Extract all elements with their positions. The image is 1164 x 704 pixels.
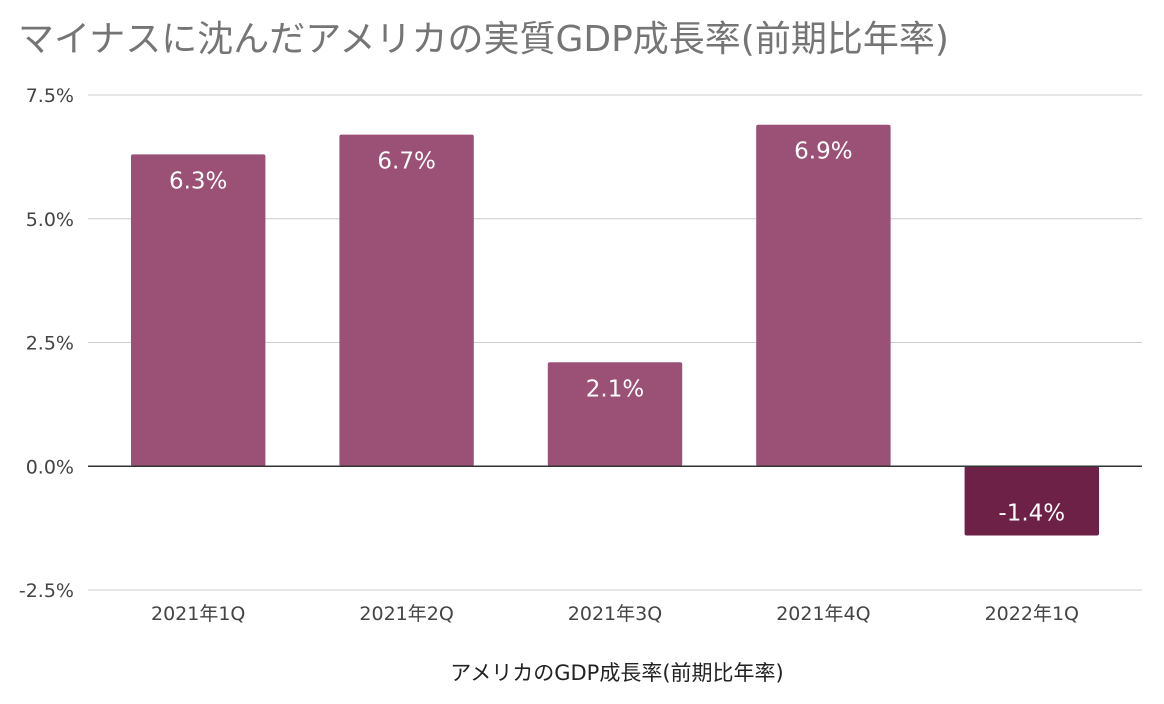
y-tick-label: 5.0% bbox=[26, 209, 74, 231]
chart-title: マイナスに沈んだアメリカの実質GDP成長率(前期比年率) bbox=[18, 19, 949, 60]
bar bbox=[756, 124, 891, 467]
y-tick-label: -2.5% bbox=[19, 580, 74, 602]
bar bbox=[339, 134, 474, 467]
x-tick-label: 2022年1Q bbox=[985, 603, 1079, 625]
data-label: 6.9% bbox=[794, 139, 852, 165]
x-tick-label: 2021年2Q bbox=[359, 603, 453, 625]
y-tick-label: 0.0% bbox=[26, 456, 74, 478]
x-axis-title: アメリカのGDP成長率(前期比年率) bbox=[450, 661, 783, 685]
bar bbox=[964, 466, 1100, 536]
data-label: 6.7% bbox=[377, 149, 435, 175]
data-labels: 6.3% 6.7% 2.1% 6.9% -1.4% bbox=[169, 139, 1065, 527]
bar bbox=[130, 154, 266, 467]
bar bbox=[547, 362, 683, 467]
x-tick-label: 2021年1Q bbox=[151, 603, 245, 625]
x-axis-ticks: 2021年1Q 2021年2Q 2021年3Q 2021年4Q 2022年1Q bbox=[151, 603, 1079, 625]
x-tick-label: 2021年4Q bbox=[776, 603, 870, 625]
data-label: -1.4% bbox=[998, 501, 1065, 527]
x-tick-label: 2021年3Q bbox=[568, 603, 662, 625]
data-label: 6.3% bbox=[169, 168, 227, 194]
y-tick-label: 7.5% bbox=[26, 85, 74, 107]
data-label: 2.1% bbox=[586, 376, 644, 402]
y-axis-ticks: 7.5% 5.0% 2.5% 0.0% -2.5% bbox=[19, 85, 74, 602]
bars bbox=[130, 124, 1100, 536]
y-tick-label: 2.5% bbox=[26, 333, 74, 355]
